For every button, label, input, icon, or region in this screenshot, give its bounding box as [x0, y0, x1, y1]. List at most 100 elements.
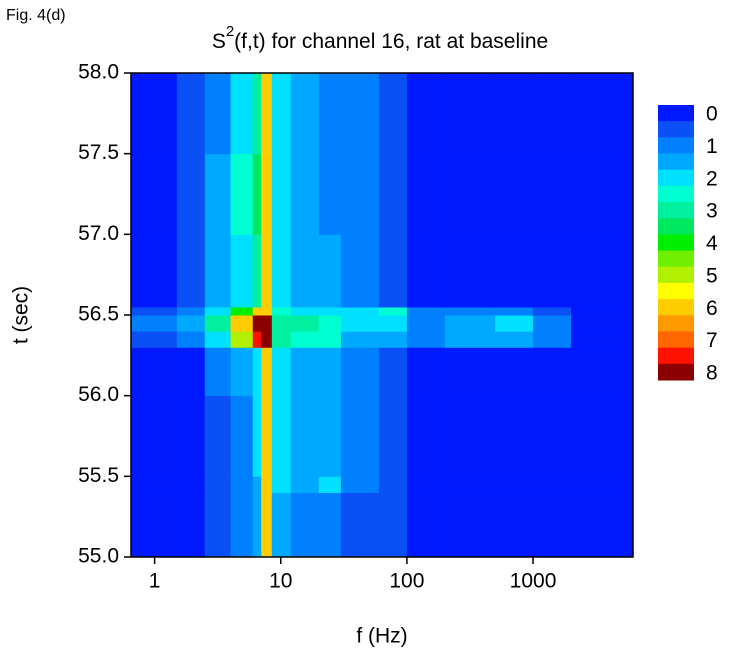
- heatmap-cell: [252, 395, 262, 477]
- heatmap-cell: [261, 476, 273, 493]
- heatmap-cell: [495, 73, 534, 155]
- heatmap-cell: [176, 315, 206, 332]
- heatmap-cell: [378, 331, 408, 348]
- heatmap-cell: [571, 306, 634, 316]
- heatmap-cell: [318, 306, 342, 316]
- heatmap-cell: [533, 347, 572, 397]
- heatmap-cell: [533, 476, 572, 493]
- heatmap-cell: [378, 306, 408, 316]
- heatmap-cell: [571, 476, 634, 493]
- heatmap-cell: [230, 476, 254, 493]
- colorbar-swatch: [658, 250, 694, 268]
- y-tick-label: 55.5: [78, 464, 119, 487]
- heatmap-cell: [131, 73, 178, 155]
- heatmap-cell: [318, 315, 342, 332]
- colorbar-tick-label: 1: [706, 135, 718, 158]
- heatmap-cell: [378, 234, 408, 308]
- heatmap-cell: [318, 395, 342, 477]
- heatmap-cell: [318, 73, 342, 155]
- heatmap-cell: [230, 347, 254, 397]
- heatmap-cell: [252, 347, 262, 397]
- heatmap-cell: [290, 306, 320, 316]
- heatmap-cell: [230, 395, 254, 477]
- heatmap-cell: [204, 347, 232, 397]
- heatmap-cell: [378, 492, 408, 558]
- colorbar-swatch: [658, 202, 694, 219]
- y-tick-label: 57.0: [78, 222, 119, 245]
- heatmap-cell: [533, 492, 572, 558]
- colorbar-swatch: [658, 153, 694, 171]
- x-tick-label: 1: [149, 570, 161, 593]
- heatmap-cell: [406, 234, 446, 308]
- heatmap-cell: [533, 315, 572, 332]
- heatmap-cell: [176, 153, 206, 235]
- y-tick-label: 57.5: [78, 141, 119, 164]
- heatmap-cell: [571, 347, 634, 397]
- heatmap-cell: [230, 306, 254, 316]
- heatmap-cell: [340, 73, 380, 155]
- colorbar-tick-label: 5: [706, 264, 718, 287]
- heatmap-cell: [230, 331, 254, 348]
- colorbar-swatch: [658, 315, 694, 332]
- heatmap-cell: [571, 492, 634, 558]
- heatmap-cell: [495, 492, 534, 558]
- heatmap-cell: [340, 153, 380, 235]
- heatmap-cell: [131, 395, 178, 477]
- heatmap-cell: [131, 315, 178, 332]
- heatmap-cell: [340, 476, 380, 493]
- heatmap-cell: [533, 331, 572, 348]
- heatmap-cell: [131, 153, 178, 235]
- heatmap-cell: [571, 395, 634, 477]
- heatmap-cell: [444, 315, 496, 332]
- heatmap-cell: [406, 315, 446, 332]
- heatmap-cell: [261, 395, 273, 477]
- figure-label: Fig. 4(d): [6, 7, 66, 24]
- heatmap-cell: [176, 331, 206, 348]
- colorbar-tick-label: 3: [706, 200, 718, 223]
- heatmap-cell: [495, 315, 534, 332]
- chart-title: S2(f,t) for channel 16, rat at baseline: [212, 23, 548, 53]
- heatmap-cell: [261, 153, 273, 235]
- heatmap-cell: [571, 73, 634, 155]
- heatmap-cell: [340, 331, 380, 348]
- y-axis-label: t (sec): [10, 286, 33, 344]
- heatmap-cell: [271, 347, 292, 397]
- heatmap-cell: [204, 306, 232, 316]
- heatmap-cell: [230, 315, 254, 332]
- heatmap-cell: [406, 347, 446, 397]
- heatmap-cell: [204, 492, 232, 558]
- heatmap-cell: [340, 492, 380, 558]
- heatmap-cell: [252, 73, 262, 155]
- heatmap-cell: [406, 492, 446, 558]
- heatmap-cell: [340, 347, 380, 397]
- heatmap-cell: [261, 234, 273, 308]
- heatmap-cell: [378, 347, 408, 397]
- heatmap-cell: [230, 492, 254, 558]
- heatmap-cell: [252, 153, 262, 235]
- heatmap-cell: [378, 476, 408, 493]
- colorbar-swatch: [658, 218, 694, 235]
- heatmap-cell: [318, 492, 342, 558]
- colorbar-tick-label: 7: [706, 329, 718, 352]
- heatmap-cell: [290, 331, 320, 348]
- heatmap-cell: [495, 234, 534, 308]
- heatmap-cell: [204, 153, 232, 235]
- heatmap-cell: [261, 306, 273, 316]
- colorbar-swatch: [658, 105, 694, 122]
- heatmap-cell: [252, 234, 262, 308]
- heatmap-cell: [261, 347, 273, 397]
- heatmap-cell: [444, 347, 496, 397]
- heatmap-cell: [230, 234, 254, 308]
- heatmap-cell: [495, 347, 534, 397]
- heatmap-cell: [261, 492, 273, 558]
- heatmap-cell: [533, 306, 572, 316]
- heatmap-cell: [318, 153, 342, 235]
- heatmap-cell: [252, 331, 262, 348]
- heatmap-cell: [290, 153, 320, 235]
- heatmap-cell: [176, 347, 206, 397]
- heatmap-cell: [571, 315, 634, 332]
- colorbar-tick-label: 0: [706, 103, 718, 126]
- heatmap-cell: [406, 395, 446, 477]
- heatmap-cell: [230, 153, 254, 235]
- heatmap-cell: [444, 395, 496, 477]
